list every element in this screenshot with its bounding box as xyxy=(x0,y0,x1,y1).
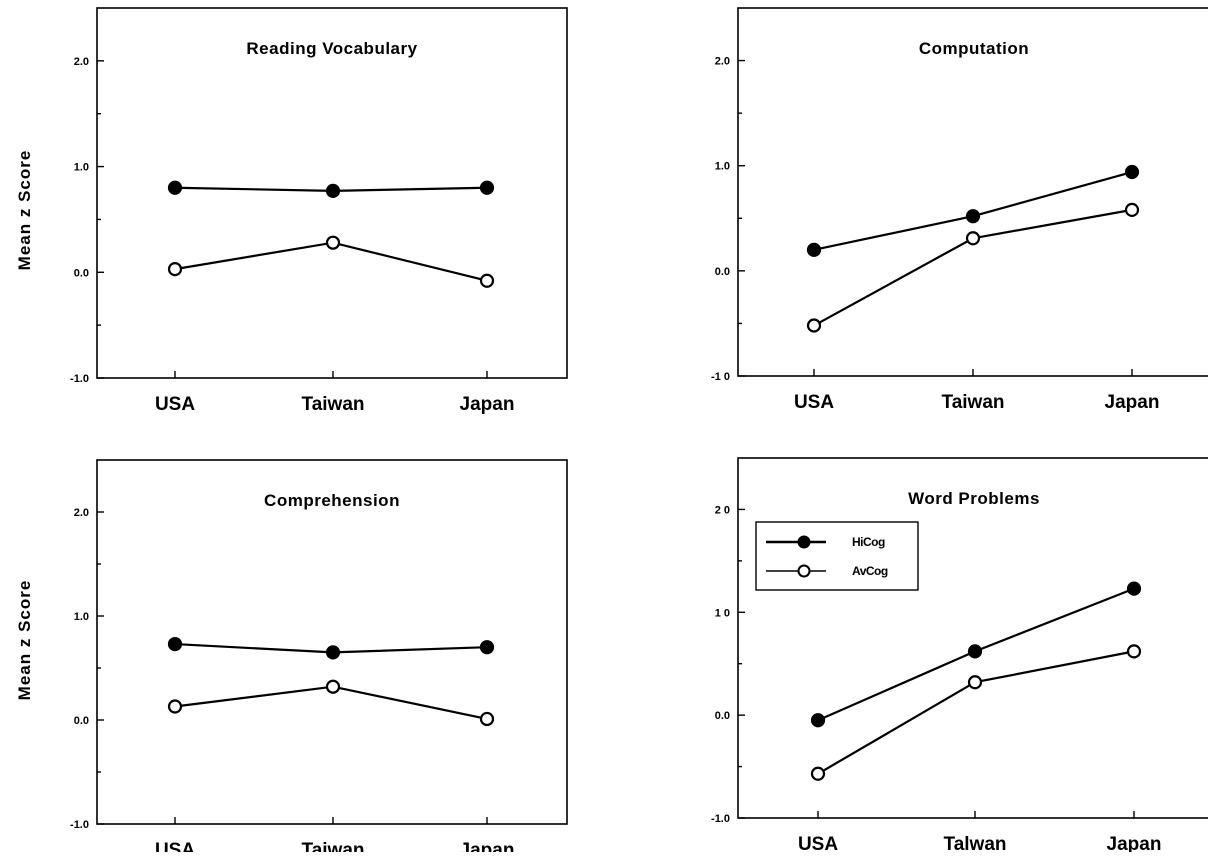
data-point-hicog xyxy=(167,636,183,652)
y-axis-label: Mean z Score xyxy=(15,580,34,701)
x-category-label: Taiwan xyxy=(302,394,365,415)
y-tick-label: -1.0 xyxy=(711,813,730,825)
y-tick-label: 1.0 xyxy=(74,611,89,623)
data-point-avcog xyxy=(1126,644,1142,659)
chart-title: Reading Vocabulary xyxy=(246,39,417,58)
data-point-avcog xyxy=(167,262,183,277)
legend-label: HiCog xyxy=(852,535,885,549)
plot-frame xyxy=(96,7,568,379)
data-point-hicog xyxy=(1124,164,1140,180)
x-category-label: Japan xyxy=(460,840,515,852)
legend-marker xyxy=(797,564,811,578)
y-tick-label: 0.0 xyxy=(74,267,89,279)
chart-panel-4: Word Problems -1.0 0.0 1 0 2 0 USA Talwan Japan… xyxy=(711,457,1208,855)
data-point-avcog xyxy=(806,318,822,333)
series-line-avcog xyxy=(817,650,1135,775)
chart-title: Comprehension xyxy=(264,491,400,510)
data-point-hicog xyxy=(1126,581,1142,596)
x-category-label: USA xyxy=(798,834,838,852)
data-point-avcog xyxy=(167,699,183,714)
y-tick-label: 1.0 xyxy=(715,161,730,173)
x-category-label: Japan xyxy=(460,394,515,415)
series-line-avcog xyxy=(813,208,1133,327)
data-point-hicog xyxy=(967,644,983,659)
plot-frame xyxy=(96,459,568,825)
data-point-avcog xyxy=(325,235,341,250)
data-point-hicog xyxy=(806,242,822,257)
data-point-hicog xyxy=(479,180,495,195)
data-point-hicog xyxy=(965,209,981,224)
plot-frame xyxy=(737,7,1208,377)
chart-title: Computation xyxy=(919,39,1029,58)
data-point-avcog xyxy=(1124,202,1140,217)
y-tick-label: 1.0 xyxy=(74,162,89,174)
y-tick-label: -1.0 xyxy=(70,373,89,385)
data-point-avcog xyxy=(965,231,981,246)
y-tick-label: 0.0 xyxy=(74,715,89,727)
y-tick-label: 2.0 xyxy=(715,56,730,68)
data-point-avcog xyxy=(810,766,826,781)
data-point-hicog xyxy=(810,713,826,728)
y-tick-label: 0.0 xyxy=(715,710,730,722)
y-tick-label: 0.0 xyxy=(715,266,730,278)
chart-panel-3: Comprehension -1.0 0.0 1.0 2.0 USA Taiwan Japan… xyxy=(15,459,568,857)
data-point-avcog xyxy=(967,675,983,690)
y-tick-label: 2.0 xyxy=(74,56,89,68)
x-category-label: USA xyxy=(794,392,834,413)
x-category-label: Japan xyxy=(1107,834,1162,852)
x-category-label: Japan xyxy=(1105,392,1160,413)
legend-box xyxy=(755,521,919,591)
data-point-hicog xyxy=(479,640,495,655)
chart-panel-2: Computation -1 0 0.0 1.0 2.0 USA Taiwan Japan xyxy=(711,7,1208,413)
legend-marker xyxy=(797,535,811,549)
y-axis-label: Mean z Score xyxy=(15,150,34,271)
legend: HiCog AvCog xyxy=(755,521,919,591)
y-tick-label: 2 0 xyxy=(715,504,730,516)
y-tick-label: -1.0 xyxy=(70,819,89,831)
chart-title: Word Problems xyxy=(908,489,1040,508)
data-point-hicog xyxy=(167,180,183,195)
x-category-label: Talwan xyxy=(944,834,1007,852)
plot-frame xyxy=(737,457,1208,819)
legend-label: AvCog xyxy=(852,564,888,578)
data-point-avcog xyxy=(479,273,495,288)
x-category-label: USA xyxy=(155,394,195,415)
x-category-label: USA xyxy=(155,840,195,852)
y-tick-label: -1 0 xyxy=(711,371,730,383)
chart-panel-1: Reading Vocabulary -1.0 0.0 1.0 2.0 USA Taiwan… xyxy=(15,7,568,415)
data-point-avcog xyxy=(479,711,495,727)
data-point-hicog xyxy=(325,645,341,660)
data-point-avcog xyxy=(325,679,341,694)
y-tick-label: 2.0 xyxy=(74,507,89,519)
x-category-label: Taiwan xyxy=(302,840,365,852)
x-category-label: Taiwan xyxy=(942,392,1005,413)
y-tick-label: 1 0 xyxy=(715,607,730,619)
data-point-hicog xyxy=(325,183,341,198)
